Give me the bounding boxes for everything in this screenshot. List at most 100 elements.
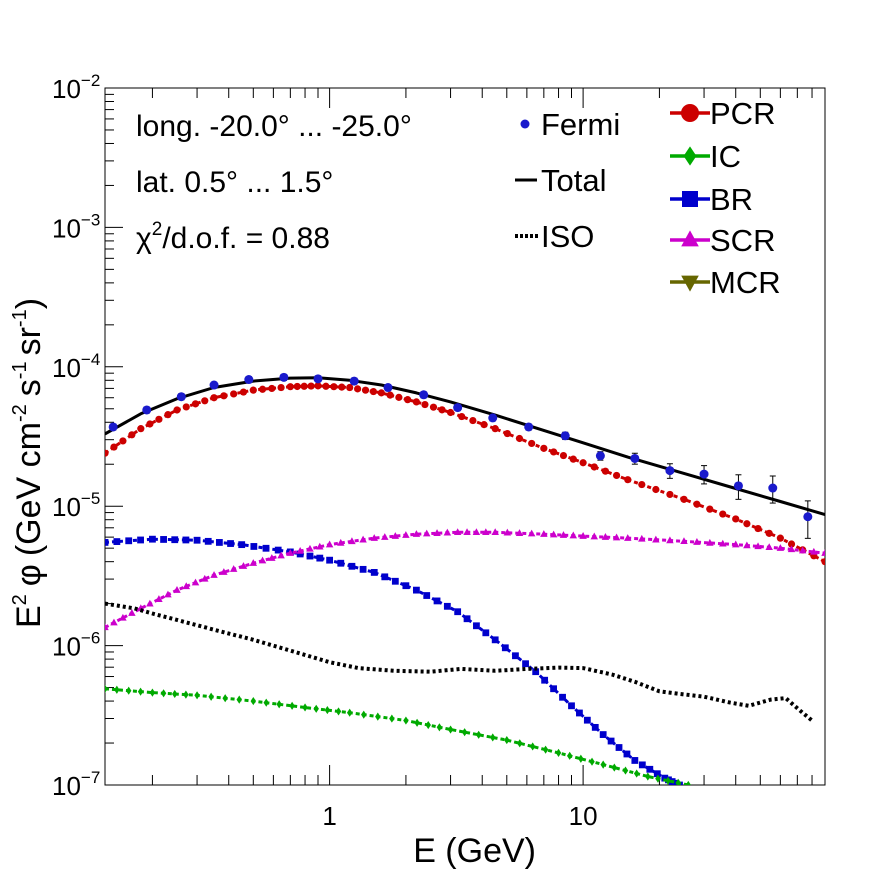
data-point-br bbox=[149, 535, 156, 543]
y-title-s-exp: -1 bbox=[9, 361, 31, 379]
fermi-data-point bbox=[453, 403, 463, 413]
data-point-ic bbox=[529, 742, 536, 751]
data-point-ic bbox=[125, 686, 132, 695]
data-point-br bbox=[337, 559, 345, 567]
data-point-pcr bbox=[528, 439, 536, 448]
data-point-br bbox=[607, 737, 615, 745]
data-point-br bbox=[274, 546, 282, 554]
data-point-br bbox=[454, 608, 462, 616]
data-point-br bbox=[583, 716, 591, 724]
y-tick-label: 10−2 bbox=[52, 71, 100, 104]
data-point-pcr bbox=[268, 384, 276, 393]
series-scr bbox=[105, 528, 825, 631]
data-point-ic bbox=[302, 703, 308, 712]
x-tick-label: 1 bbox=[322, 801, 336, 831]
data-point-pcr bbox=[404, 396, 412, 404]
data-point-ic bbox=[685, 780, 692, 785]
legend-entry-pcr: PCR bbox=[670, 96, 775, 131]
data-point-ic bbox=[335, 707, 342, 716]
data-point-ic bbox=[250, 696, 257, 706]
data-point-ic bbox=[675, 778, 681, 785]
fermi-data-point bbox=[630, 453, 640, 463]
data-point-br bbox=[137, 536, 144, 544]
data-point-ic bbox=[436, 723, 443, 732]
fermi-data-point bbox=[419, 390, 429, 400]
data-point-br bbox=[541, 676, 549, 684]
series-ic bbox=[105, 684, 692, 785]
chi-exp: 2 bbox=[152, 219, 163, 240]
data-point-scr bbox=[719, 539, 727, 547]
legend-label: Fermi bbox=[541, 107, 620, 142]
data-point-scr bbox=[776, 544, 785, 551]
legend-label: ISO bbox=[541, 219, 594, 254]
data-point-br bbox=[359, 565, 367, 573]
data-point-pcr bbox=[146, 420, 154, 428]
data-point-ic bbox=[289, 701, 295, 710]
data-point-scr bbox=[337, 538, 345, 546]
data-point-ic bbox=[324, 706, 331, 715]
data-point-ic bbox=[149, 688, 156, 697]
data-point-pcr bbox=[569, 455, 577, 463]
series-line-br bbox=[105, 537, 681, 785]
data-point-pcr bbox=[446, 408, 455, 417]
data-point-scr bbox=[110, 618, 118, 626]
data-point-scr bbox=[316, 542, 324, 550]
data-point-ic bbox=[389, 714, 395, 723]
data-point-pcr bbox=[693, 500, 701, 508]
data-point-pcr bbox=[515, 434, 524, 443]
legend-label: MCR bbox=[710, 265, 781, 300]
chi-symbol: χ bbox=[136, 222, 152, 255]
data-point-pcr bbox=[249, 386, 257, 394]
legend-entry-br: BR bbox=[670, 182, 753, 217]
data-point-pcr bbox=[293, 382, 301, 391]
fermi-data-point bbox=[733, 481, 743, 491]
data-point-pcr bbox=[412, 398, 421, 406]
data-point-ic bbox=[172, 689, 178, 699]
data-point-br bbox=[623, 750, 631, 758]
legend-swatch bbox=[520, 119, 530, 129]
data-point-pcr bbox=[239, 388, 248, 396]
data-point-br bbox=[204, 537, 212, 545]
data-point-scr bbox=[527, 529, 536, 537]
data-point-pcr bbox=[191, 400, 200, 408]
data-point-pcr bbox=[638, 480, 646, 489]
data-point-scr bbox=[491, 528, 499, 535]
data-point-ic bbox=[589, 757, 595, 766]
data-point-br bbox=[631, 757, 639, 764]
y-title-cm-exp: -2 bbox=[9, 404, 31, 422]
data-point-pcr bbox=[706, 505, 714, 513]
data-point-br bbox=[402, 582, 410, 590]
data-point-ic bbox=[665, 776, 671, 785]
data-point-br bbox=[296, 550, 304, 558]
legend-swatch bbox=[681, 230, 699, 247]
data-point-scr bbox=[258, 556, 267, 564]
data-point-scr bbox=[306, 544, 314, 552]
data-point-scr bbox=[443, 528, 452, 536]
fermi-data-point bbox=[244, 375, 254, 385]
series-line-scr bbox=[105, 530, 825, 629]
data-point-scr bbox=[201, 574, 209, 582]
fermi-data-point bbox=[108, 422, 118, 432]
y-title-sr: sr bbox=[10, 327, 48, 355]
data-point-scr bbox=[652, 535, 660, 543]
data-point-pcr bbox=[128, 431, 136, 439]
data-point-pcr bbox=[182, 403, 190, 411]
data-point-pcr bbox=[743, 520, 751, 528]
chi-rest: /d.o.f. = 0.88 bbox=[162, 222, 330, 255]
data-point-br bbox=[348, 562, 356, 570]
data-point-scr bbox=[191, 578, 200, 586]
data-point-scr bbox=[433, 529, 441, 536]
y-axis-title: E2φ(GeV cm-2s-1sr-1) bbox=[9, 298, 48, 628]
fermi-data-point bbox=[176, 392, 186, 402]
data-point-br bbox=[227, 540, 234, 547]
legend-swatch bbox=[681, 275, 699, 292]
legend-label: PCR bbox=[710, 96, 775, 131]
annotation-longitude: long. -20.0° ... -25.0° bbox=[136, 110, 412, 143]
data-point-pcr bbox=[369, 387, 378, 396]
data-point-scr bbox=[503, 528, 512, 536]
data-point-pcr bbox=[322, 382, 330, 390]
data-point-scr bbox=[164, 590, 172, 598]
legend-entry-total: Total bbox=[515, 163, 606, 198]
data-point-br bbox=[482, 629, 490, 637]
legend-entry-scr: SCR bbox=[670, 223, 775, 258]
